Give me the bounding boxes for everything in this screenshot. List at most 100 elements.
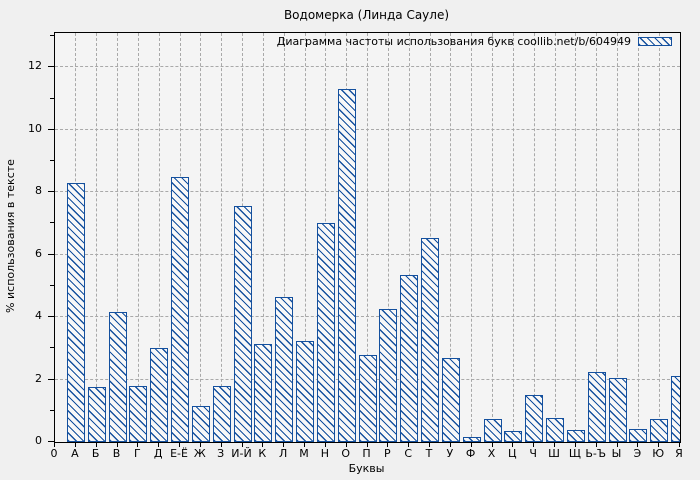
gridline-v-Ь-Ъ — [596, 33, 598, 442]
bar-Ю — [650, 418, 669, 442]
x-tick-label-Т: Т — [425, 447, 433, 460]
gridline-v-Ш — [554, 33, 556, 442]
x-tick-label-Ч: Ч — [529, 447, 537, 460]
bar-Э — [629, 428, 648, 442]
gridline-v-Х — [492, 33, 493, 442]
x-tick-label-Ц: Ц — [508, 447, 517, 460]
bar-Ы — [608, 378, 627, 442]
y-tick-label-12: 12 — [28, 59, 42, 73]
x-tick-label-Е-Ё: Е-Ё — [170, 447, 188, 460]
gridline-v-Ц — [512, 33, 514, 442]
x-tick-label-Ь-Ъ: Ь-Ъ — [585, 447, 606, 460]
gridline-v-У — [450, 33, 452, 442]
x-tick-label-И-Й: И-Й — [231, 447, 252, 460]
x-tick-label-Я: Я — [675, 447, 683, 460]
gridline-v-Д — [158, 33, 160, 442]
gridline-v-Я — [679, 33, 680, 442]
legend-label: Диаграмма частоты использования букв coo… — [276, 35, 631, 48]
bar-Щ — [566, 429, 585, 442]
x-tick-label-Р: Р — [384, 447, 391, 460]
x-tick-label-С: С — [404, 447, 412, 460]
gridline-v-Ч — [533, 33, 535, 442]
x-tick-label-Н: Н — [320, 447, 329, 460]
x-axis-title: Буквы — [348, 462, 385, 475]
gridline-v-Г — [137, 33, 139, 442]
bar-Ж — [191, 406, 210, 442]
x-tick-label-Ш: Ш — [548, 447, 560, 460]
bar-С — [400, 274, 419, 442]
x-tick-label-0: 0 — [50, 447, 58, 460]
gridline-v-Ф — [471, 33, 473, 442]
bar-Н — [316, 223, 335, 442]
plot-area: Диаграмма частоты использования букв coo… — [54, 32, 681, 443]
gridline-v-Р — [387, 33, 389, 442]
x-tick-label-Э: Э — [633, 447, 642, 460]
x-tick-label-Б: Б — [91, 447, 100, 460]
gridline-v-С — [408, 33, 410, 442]
x-tick-label-Ю: Ю — [652, 447, 665, 460]
bar-Г — [129, 385, 148, 442]
legend-swatch-hatched — [638, 37, 672, 46]
x-tick-label-Ф: Ф — [465, 447, 476, 460]
x-tick-label-Л: Л — [279, 447, 288, 460]
y-tick-label-2: 2 — [35, 371, 42, 385]
bar-А — [66, 182, 85, 442]
x-tick-label-П: П — [362, 447, 371, 460]
chart-title: Водомерка (Линда Сауле) — [283, 8, 450, 22]
x-tick-label-З: З — [217, 447, 225, 460]
gridline-v-Л — [283, 33, 285, 442]
gridline-v-Б — [96, 33, 98, 442]
y-tick-label-8: 8 — [35, 184, 42, 198]
gridline-v-Э — [637, 33, 639, 442]
bar-Ц — [504, 431, 523, 442]
y-tick-label-4: 4 — [35, 309, 42, 323]
gridline-v-З — [221, 33, 223, 442]
x-tick-label-В: В — [112, 447, 121, 460]
bar-Х — [483, 418, 502, 442]
bar-Ч — [525, 395, 544, 442]
bar-Т — [421, 237, 439, 442]
bar-Е-Ё — [171, 176, 189, 442]
bar-О — [337, 89, 356, 442]
bar-Д — [150, 348, 169, 442]
y-tick-labels: 0 2 4 6 8 10 12 — [0, 32, 46, 447]
y-tick-label-6: 6 — [35, 246, 42, 260]
x-tick-label-К: К — [258, 447, 267, 460]
gridline-v-Щ — [575, 33, 577, 442]
bar-Р — [379, 309, 398, 442]
bar-З — [212, 385, 231, 442]
gridline-v-П — [367, 33, 368, 442]
bar-Ь-Ъ — [587, 371, 606, 442]
x-tick-label-Щ: Щ — [568, 447, 581, 460]
gridline-v-К — [262, 33, 264, 442]
bar-М — [296, 340, 314, 442]
bar-Б — [87, 387, 106, 442]
gridline-v-Ж — [200, 33, 202, 442]
y-tick-label-10: 10 — [28, 121, 42, 135]
x-tick-label-Х: Х — [487, 447, 496, 460]
bar-В — [108, 312, 127, 442]
x-tick-label-Г: Г — [133, 447, 141, 460]
bar-К — [254, 343, 273, 442]
bar-Ш — [546, 417, 564, 442]
gridline-v-Ы — [617, 33, 618, 442]
x-tick-label-М: М — [299, 447, 309, 460]
bar-У — [441, 357, 460, 442]
y-tick-label-0: 0 — [35, 434, 42, 447]
bar-Ф — [462, 437, 481, 442]
x-tick-label-Ы: Ы — [611, 447, 622, 460]
legend: Диаграмма частоты использования букв coo… — [277, 35, 672, 48]
bar-Л — [275, 296, 294, 442]
x-tick-label-У: У — [446, 447, 454, 460]
gridline-v-М — [304, 33, 306, 442]
x-tick-label-А: А — [71, 447, 79, 460]
gridline-v-В — [117, 33, 118, 442]
bar-П — [358, 354, 377, 442]
x-tick-label-Д: Д — [153, 447, 163, 460]
gridline-v-Ю — [658, 33, 660, 442]
bar-Я — [671, 376, 680, 442]
x-tick-label-Ж: Ж — [193, 447, 206, 460]
bar-И-Й — [233, 206, 252, 442]
x-tick-label-О: О — [341, 447, 350, 460]
